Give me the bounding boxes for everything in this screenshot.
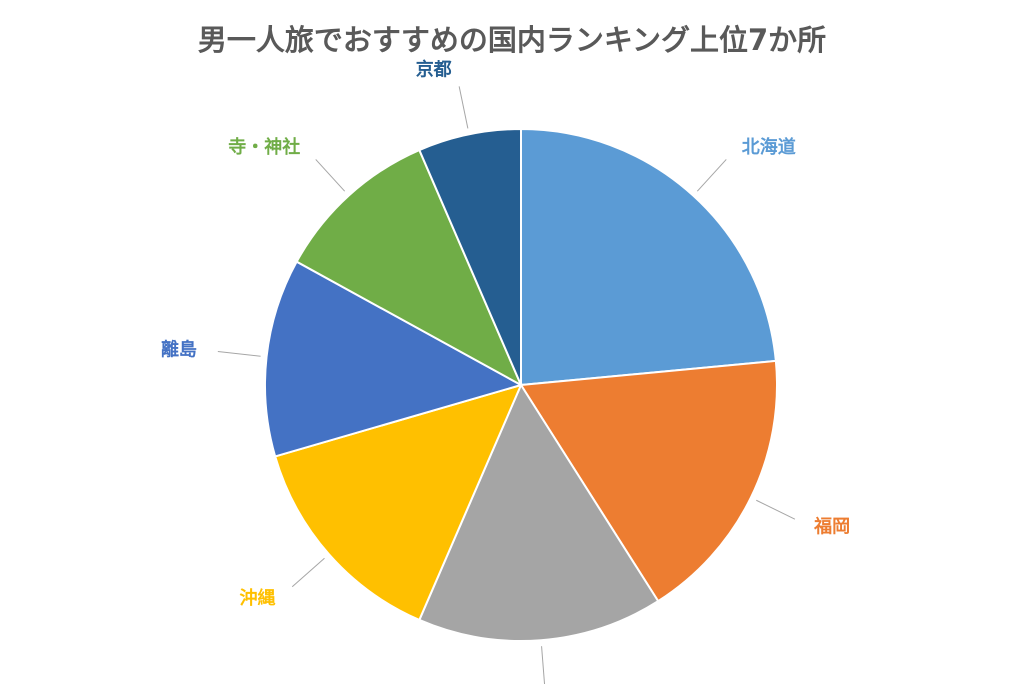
leader-line-4 [217, 351, 261, 357]
leader-line-3 [291, 557, 325, 588]
leader-line-6 [458, 86, 469, 129]
chart-title: 男一人旅でおすすめの国内ランキング上位7か所 [198, 23, 826, 57]
pie-slice-2 [418, 382, 660, 643]
pie-slice-6 [418, 127, 522, 386]
pie-slice-4 [264, 260, 524, 458]
slice-label-4: 離島 [161, 339, 197, 361]
pie-slice-0 [520, 127, 777, 387]
leader-line-0 [696, 159, 727, 192]
pie-slices [264, 127, 778, 643]
slice-label-6: 京都 [416, 59, 452, 81]
slice-label-3: 沖縄 [239, 587, 275, 609]
pie-slice-5 [295, 148, 524, 388]
leader-line-1 [756, 499, 796, 520]
pie-slice-1 [519, 359, 778, 603]
leader-line-2 [541, 646, 546, 684]
slice-label-5: 寺・神社 [228, 136, 300, 158]
slice-label-0: 北海道 [742, 136, 796, 158]
slice-label-1: 福岡 [813, 516, 850, 538]
leader-lines [217, 86, 796, 684]
pie-slice-3 [273, 383, 523, 622]
leader-line-5 [315, 159, 346, 192]
